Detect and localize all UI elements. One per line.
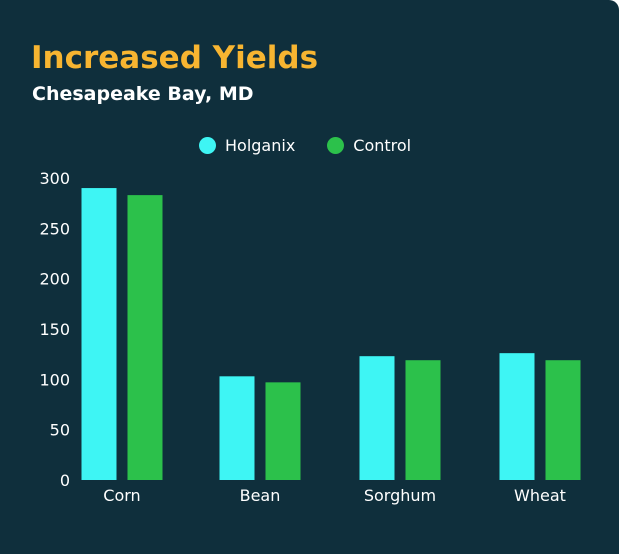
bar-holganix-wheat — [499, 353, 535, 480]
chart-title: Increased Yields — [31, 40, 319, 76]
bar-control-bean — [265, 382, 301, 480]
y-tick-label: 250 — [39, 219, 70, 238]
legend-item-holganix: Holganix — [199, 136, 295, 155]
legend-label-control: Control — [353, 136, 412, 155]
y-tick-label: 0 — [60, 471, 70, 490]
x-tick-label: Sorghum — [364, 486, 436, 505]
y-tick-label: 150 — [39, 320, 70, 339]
chart-legend: Holganix Control — [199, 136, 443, 155]
x-tick-label: Wheat — [514, 486, 566, 505]
x-tick-label: Corn — [103, 486, 140, 505]
y-tick-label: 300 — [39, 169, 70, 188]
bar-control-wheat — [545, 360, 581, 480]
bar-control-corn — [127, 195, 163, 480]
bar-control-sorghum — [405, 360, 441, 480]
y-tick-label: 200 — [39, 270, 70, 289]
bar-holganix-sorghum — [359, 356, 395, 480]
x-tick-label: Bean — [240, 486, 281, 505]
bar-holganix-corn — [81, 188, 117, 481]
bar-holganix-bean — [219, 376, 255, 480]
legend-label-holganix: Holganix — [225, 136, 296, 155]
y-tick-label: 50 — [50, 421, 70, 440]
legend-swatch-control — [327, 137, 345, 154]
chart-subtitle: Chesapeake Bay, MD — [32, 83, 254, 105]
legend-item-control: Control — [327, 136, 411, 155]
legend-swatch-holganix — [199, 137, 216, 154]
y-tick-label: 100 — [39, 370, 70, 389]
